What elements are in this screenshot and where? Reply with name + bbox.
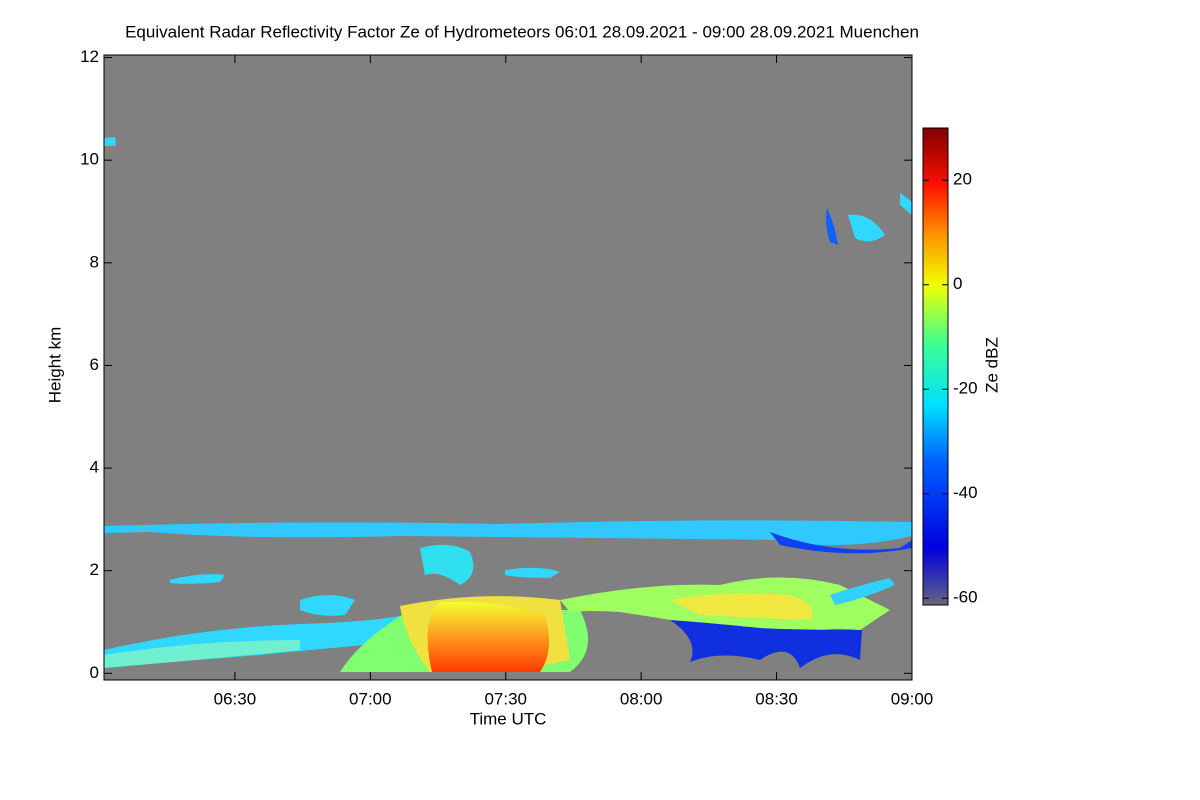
- radar-echoes: [104, 137, 912, 672]
- colorbar-label: Ze dBZ: [982, 337, 1001, 393]
- y-tick-label: 8: [90, 252, 99, 271]
- x-tick-label: 08:00: [620, 689, 663, 708]
- plot-area: [104, 55, 912, 680]
- y-tick-label: 6: [90, 355, 99, 374]
- colorbar-tick-label: -40: [953, 483, 978, 502]
- x-tick-label: 07:30: [484, 689, 527, 708]
- y-axis-label: Height km: [45, 327, 64, 404]
- y-tick-label: 12: [80, 47, 99, 66]
- y-tick-label: 10: [80, 150, 99, 169]
- y-tick-label: 0: [90, 663, 99, 682]
- x-tick-label: 08:30: [755, 689, 798, 708]
- x-axis-label: Time UTC: [470, 709, 547, 728]
- x-tick-label: 09:00: [891, 689, 934, 708]
- x-tick-label: 07:00: [349, 689, 392, 708]
- plot-frame: [103, 54, 913, 681]
- colorbar-tick-label: 20: [953, 170, 972, 189]
- chart-title: Equivalent Radar Reflectivity Factor Ze …: [125, 22, 919, 41]
- colorbar-tick-label: 0: [953, 274, 962, 293]
- colorbar: [922, 127, 949, 606]
- colorbar-tick-label: -20: [953, 379, 978, 398]
- x-tick-label: 06:30: [214, 689, 257, 708]
- y-tick-label: 2: [90, 560, 99, 579]
- y-tick-label: 4: [90, 458, 99, 477]
- colorbar-tick-label: -60: [953, 588, 978, 607]
